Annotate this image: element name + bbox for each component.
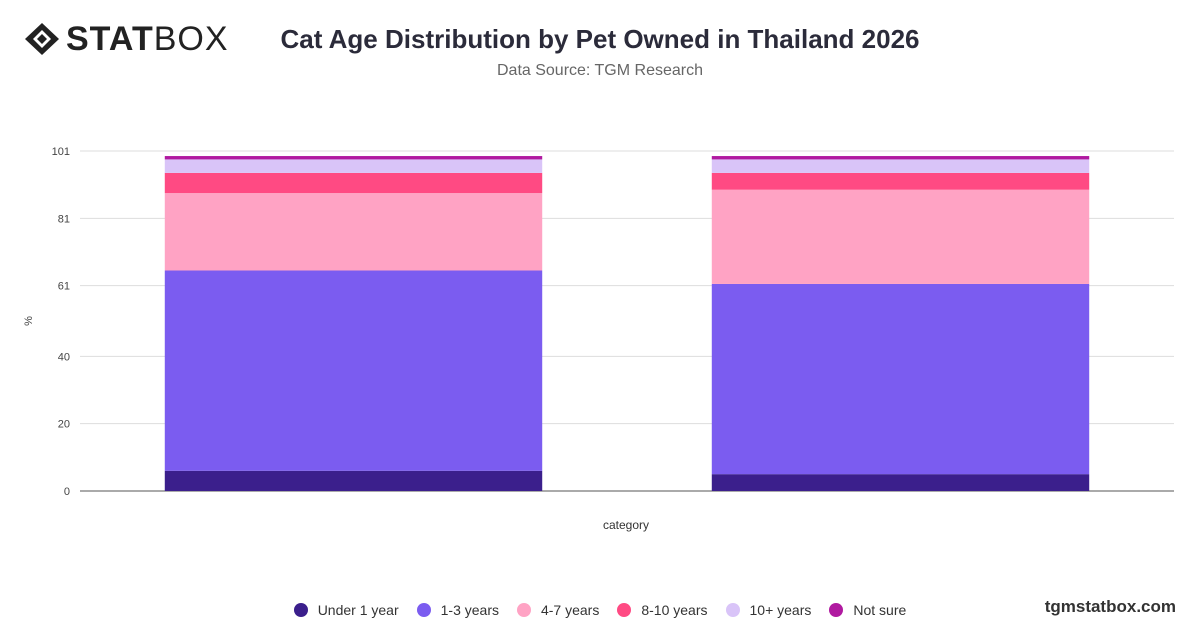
legend-label: 8-10 years bbox=[641, 602, 708, 618]
y-tick-label: 81 bbox=[58, 213, 70, 225]
legend-item[interactable]: 8-10 years bbox=[617, 602, 708, 618]
legend-swatch bbox=[293, 603, 308, 617]
legend-label: Under 1 year bbox=[317, 602, 399, 618]
legend-item[interactable]: Not sure bbox=[829, 602, 906, 618]
bar-segment bbox=[164, 156, 543, 160]
chart-subtitle: Data Source: TGM Research bbox=[496, 62, 703, 79]
logo-text: STATBOX bbox=[66, 22, 229, 56]
bar-segment bbox=[164, 270, 543, 471]
legend-swatch bbox=[725, 603, 740, 617]
statbox-logo: STATBOX bbox=[24, 22, 229, 56]
legend-item[interactable]: 1-3 years bbox=[416, 602, 499, 618]
y-tick-label: 20 bbox=[58, 419, 70, 431]
logo-text-light: BOX bbox=[153, 20, 229, 58]
chart-title: Cat Age Distribution by Pet Owned in Tha… bbox=[280, 24, 920, 54]
y-tick-label: 0 bbox=[64, 486, 70, 498]
chart-legend: Under 1 year 1-3 years 4-7 years 8-10 years… bbox=[0, 602, 1200, 618]
bar-segment bbox=[164, 172, 543, 194]
diamond-logo-icon bbox=[25, 23, 59, 55]
bar-segment bbox=[164, 159, 543, 173]
bar-segment bbox=[711, 189, 1090, 284]
legend-swatch bbox=[617, 603, 632, 617]
footer-url: tgmstatbox.com bbox=[1044, 597, 1176, 616]
y-tick-label: 40 bbox=[58, 351, 70, 363]
legend-label: Not sure bbox=[853, 602, 907, 618]
bar-segment bbox=[164, 470, 543, 491]
legend-item[interactable]: 10+ years bbox=[725, 602, 812, 618]
y-axis-label: % bbox=[23, 316, 35, 326]
y-tick-label: 61 bbox=[58, 281, 70, 293]
bar-segment bbox=[164, 193, 543, 271]
legend-item[interactable]: Under 1 year bbox=[293, 602, 399, 618]
legend-swatch bbox=[416, 603, 431, 617]
logo-text-bold: STAT bbox=[66, 20, 154, 58]
bar-segment bbox=[711, 172, 1090, 190]
legend-swatch bbox=[829, 603, 844, 617]
legend-item[interactable]: 4-7 years bbox=[516, 602, 600, 618]
bar-segment bbox=[711, 156, 1090, 160]
y-tick-label: 101 bbox=[52, 146, 70, 158]
legend-label: 1-3 years bbox=[440, 602, 499, 618]
bar-segment bbox=[711, 474, 1090, 491]
x-axis-label: category bbox=[603, 518, 649, 532]
legend-label: 4-7 years bbox=[540, 602, 600, 618]
bar-segment bbox=[711, 283, 1090, 475]
bar-segment bbox=[711, 159, 1090, 173]
legend-swatch bbox=[516, 603, 531, 617]
legend-label: 10+ years bbox=[749, 602, 812, 618]
